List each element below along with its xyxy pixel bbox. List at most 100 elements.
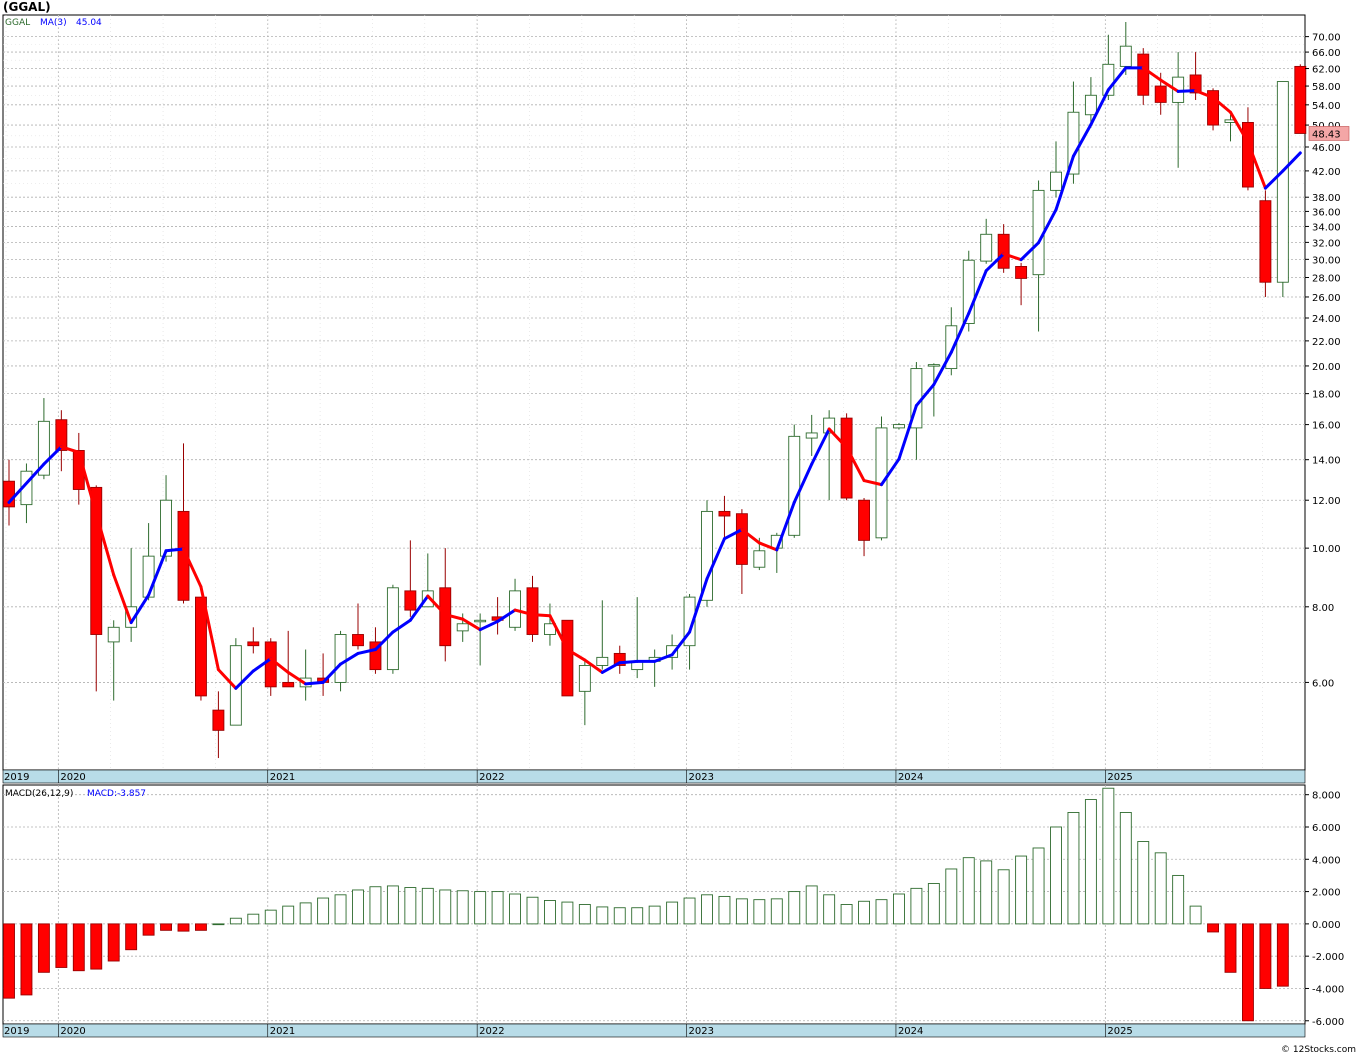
macd-bar: [107, 923, 120, 962]
ma-segment: [251, 657, 273, 673]
macd-bar: [718, 895, 731, 925]
candle-body: [177, 510, 190, 601]
candle-body: [1084, 94, 1097, 116]
candle-body: [194, 596, 207, 697]
candle-body: [578, 665, 591, 692]
candle-body: [927, 364, 940, 367]
macd-bar: [770, 898, 783, 925]
year-tick-label: 2019: [4, 772, 29, 783]
candle-body: [805, 432, 818, 439]
candle-body: [945, 325, 958, 370]
ma-segment: [147, 549, 168, 597]
macd-bar: [1050, 826, 1062, 925]
macd-bar: [927, 883, 940, 925]
macd-bar: [823, 894, 836, 925]
ma-segment: [880, 457, 901, 487]
ma-segment: [984, 252, 1006, 273]
year-tick-label: 2024: [898, 772, 923, 783]
price-tick-label: 66.00: [1312, 48, 1341, 59]
macd-bar: [962, 857, 975, 925]
candle-body: [893, 424, 905, 429]
price-tick-label: 6.00: [1312, 678, 1334, 689]
macd-bar: [20, 923, 33, 996]
candle-body: [352, 634, 364, 647]
macd-bar: [125, 923, 138, 951]
ma-segment: [1002, 252, 1023, 262]
price-tick-label: 46.00: [1312, 143, 1341, 154]
candle-body: [421, 590, 434, 608]
candle-body: [997, 233, 1010, 269]
macd-bar: [648, 905, 661, 925]
macd-bar: [177, 923, 190, 932]
macd-tick-label: 6.000: [1312, 823, 1341, 834]
macd-bar: [1154, 852, 1167, 925]
ma-segment: [653, 653, 674, 663]
year-tick-label: 2022: [479, 1026, 504, 1037]
price-tick-label: 30.00: [1312, 255, 1341, 266]
macd-bar: [1241, 923, 1254, 1022]
macd-bar: [561, 901, 574, 925]
macd-bar: [1224, 923, 1237, 973]
macd-bar: [37, 923, 50, 973]
ma-segment: [269, 657, 290, 674]
ma-segment: [827, 427, 849, 449]
ma-segment: [897, 404, 918, 461]
macd-bar: [386, 885, 399, 925]
macd-bar: [72, 923, 85, 972]
candle-body: [701, 510, 713, 601]
price-tick-label: 24.00: [1312, 314, 1341, 325]
macd-bar: [1102, 787, 1115, 925]
candle-body: [404, 590, 417, 611]
ma-segment: [478, 619, 500, 632]
macd-legend-label: MACD(26,12,9): [5, 789, 73, 799]
ma-segment: [1019, 241, 1041, 262]
macd-tick-label: 8.000: [1312, 791, 1341, 802]
macd-bar: [369, 886, 382, 925]
legend-ma-value: 45.04: [76, 18, 102, 28]
macd-bar: [997, 869, 1010, 925]
macd-bar: [474, 891, 487, 925]
ma-segment: [1246, 140, 1267, 190]
candle-body: [229, 645, 242, 726]
ma-segment: [688, 577, 709, 634]
macd-tick-label: -2.000: [1312, 952, 1344, 963]
macd-bar: [980, 860, 993, 925]
price-tick-label: 36.00: [1312, 207, 1341, 218]
ma-segment: [408, 594, 430, 622]
macd-bar: [1084, 799, 1097, 925]
candle-body: [1207, 90, 1220, 126]
candle-body: [1015, 266, 1028, 279]
ma-segment: [42, 445, 63, 466]
ma-segment: [94, 512, 116, 577]
macd-bar: [1137, 841, 1150, 925]
ma-segment: [391, 618, 412, 634]
macd-bar: [1189, 905, 1202, 925]
macd-bar: [1119, 812, 1132, 925]
candle-body: [247, 641, 260, 647]
ma-segment: [7, 462, 46, 504]
ma-segment: [600, 661, 622, 674]
macd-legend-value: MACD:-3.857: [87, 789, 146, 799]
candle-body: [561, 619, 574, 697]
ma-segment: [77, 450, 98, 516]
candle-body: [212, 709, 225, 731]
ma-segment: [1071, 123, 1093, 158]
macd-bar: [893, 893, 905, 925]
year-tick-label: 2023: [689, 1026, 714, 1037]
ma-segment: [182, 547, 203, 589]
chart-title: (GGAL): [3, 0, 51, 14]
macd-bar: [90, 923, 103, 970]
macd-bar: [910, 887, 923, 925]
ma-segment: [356, 648, 377, 655]
ma-segment: [112, 573, 133, 625]
ma-segment: [1037, 208, 1058, 245]
price-tick-label: 18.00: [1312, 390, 1341, 401]
price-tick-label: 8.00: [1312, 603, 1334, 614]
year-tick-label: 2025: [1107, 1026, 1132, 1037]
candle-body: [718, 510, 731, 517]
price-panel: [2, 14, 1306, 771]
macd-bar: [875, 899, 888, 925]
price-tick-label: 42.00: [1312, 167, 1341, 178]
